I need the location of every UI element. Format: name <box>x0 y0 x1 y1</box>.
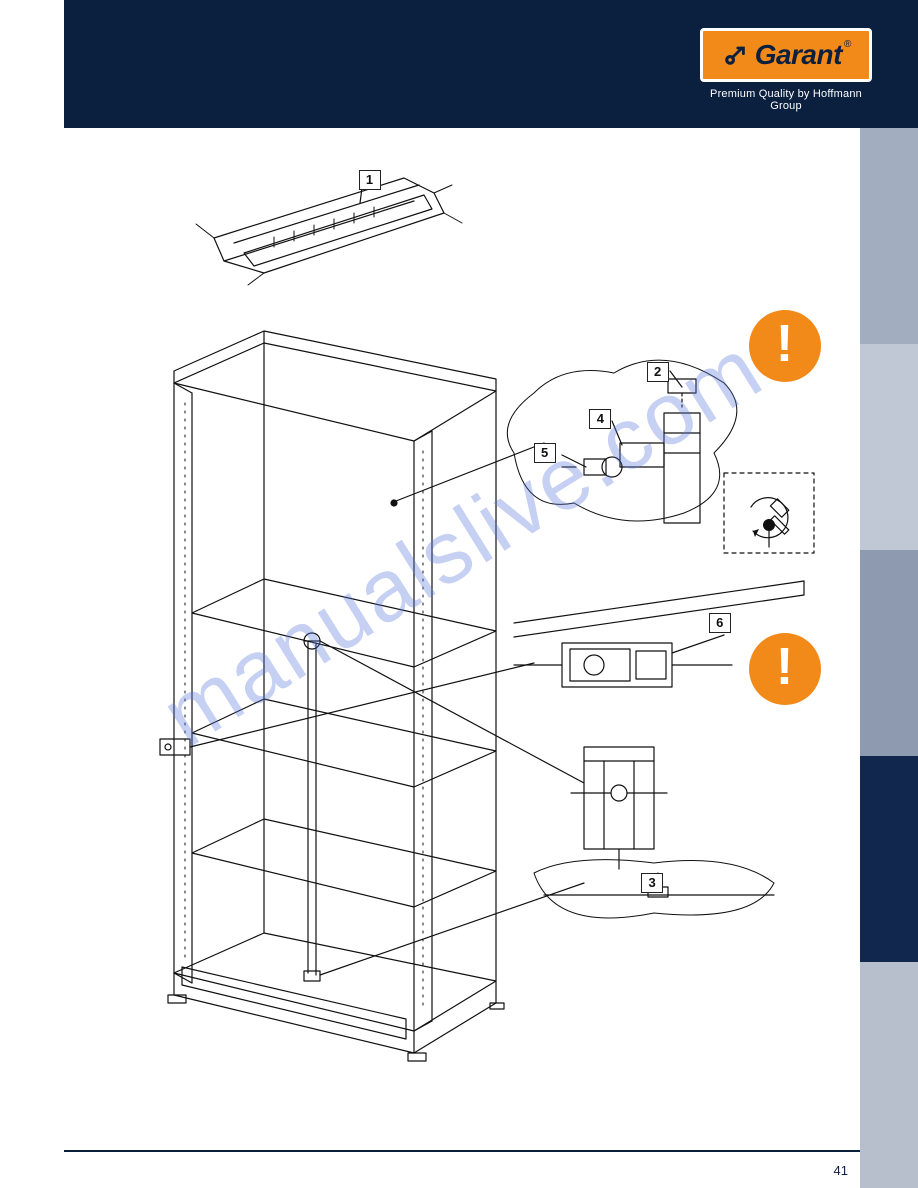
callout-1: 1 <box>359 170 381 190</box>
brand-logo: Garant® <box>700 28 872 82</box>
brand-mark-icon <box>721 41 749 69</box>
exclamation-icon: ! <box>776 318 793 370</box>
side-tab[interactable] <box>860 128 918 344</box>
callout-5: 5 <box>534 443 556 463</box>
callout-2: 2 <box>647 362 669 382</box>
header-left-margin <box>0 0 64 128</box>
brand-name: Garant <box>755 39 842 70</box>
detail-lock-cylinder <box>507 360 737 523</box>
exclamation-icon: ! <box>776 641 793 693</box>
attention-icon: ! <box>749 310 821 382</box>
attention-icon: ! <box>749 633 821 705</box>
footer-rule <box>64 1150 860 1152</box>
callout-3: 3 <box>641 873 663 893</box>
side-tab[interactable] <box>860 962 918 1188</box>
side-tab[interactable] <box>860 344 918 550</box>
side-language-tabs <box>860 128 918 1188</box>
page-header: Garant® Premium Quality by Hoffmann Grou… <box>0 0 918 128</box>
cabinet-frame <box>160 331 584 1061</box>
detail-top-bracket <box>196 173 462 285</box>
detail-rod-guide <box>571 747 667 869</box>
page-body: manualslive.com <box>64 128 860 1188</box>
brand-registered: ® <box>844 39 851 50</box>
assembly-diagram: manualslive.com <box>64 138 860 1148</box>
torque-icon <box>724 473 814 553</box>
page-number: 41 <box>834 1163 848 1178</box>
diagram-svg <box>64 138 860 1148</box>
brand-tagline: Premium Quality by Hoffmann Group <box>696 88 876 112</box>
side-tab[interactable] <box>860 550 918 756</box>
brand-block: Garant® Premium Quality by Hoffmann Grou… <box>696 28 876 112</box>
callout-4: 4 <box>589 409 611 429</box>
side-tab[interactable] <box>860 756 918 962</box>
callout-6: 6 <box>709 613 731 633</box>
